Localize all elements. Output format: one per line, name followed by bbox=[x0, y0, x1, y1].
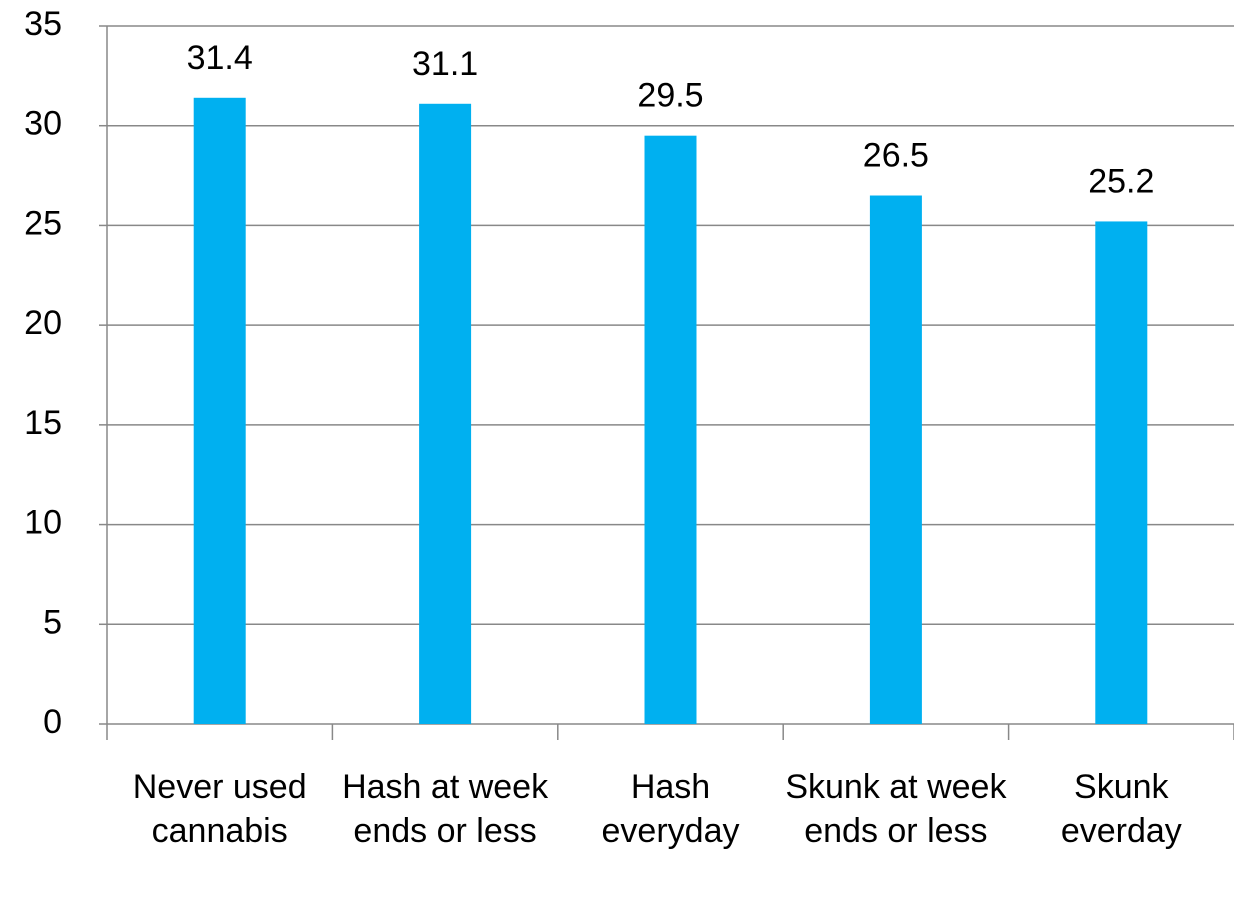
bar bbox=[1095, 221, 1148, 724]
y-tick-label: 20 bbox=[24, 304, 62, 342]
x-tick-label: Never used cannabis bbox=[132, 768, 307, 850]
y-tick-label: 5 bbox=[43, 603, 62, 641]
y-tick-label: 0 bbox=[43, 703, 62, 741]
value-label: 26.5 bbox=[863, 136, 929, 174]
y-tick-label: 15 bbox=[24, 404, 62, 442]
x-tick-label: Hash everyday bbox=[601, 768, 740, 850]
y-tick-label: 25 bbox=[24, 204, 62, 242]
value-label: 25.2 bbox=[1088, 162, 1154, 200]
y-tick-label: 10 bbox=[24, 504, 62, 542]
bar bbox=[869, 195, 922, 724]
y-tick-label: 35 bbox=[24, 5, 62, 43]
value-label: 31.1 bbox=[412, 45, 478, 83]
x-tick-label: Skunk at week ends or less bbox=[785, 768, 1007, 850]
y-tick-label: 30 bbox=[24, 105, 62, 143]
value-label: 29.5 bbox=[637, 77, 703, 115]
bar bbox=[644, 135, 697, 724]
x-tick-label: Hash at week ends or less bbox=[342, 768, 549, 850]
bar bbox=[193, 97, 246, 724]
bar bbox=[419, 103, 472, 724]
value-label: 31.4 bbox=[187, 39, 253, 77]
x-tick-label: Skunk everday bbox=[1060, 768, 1182, 850]
